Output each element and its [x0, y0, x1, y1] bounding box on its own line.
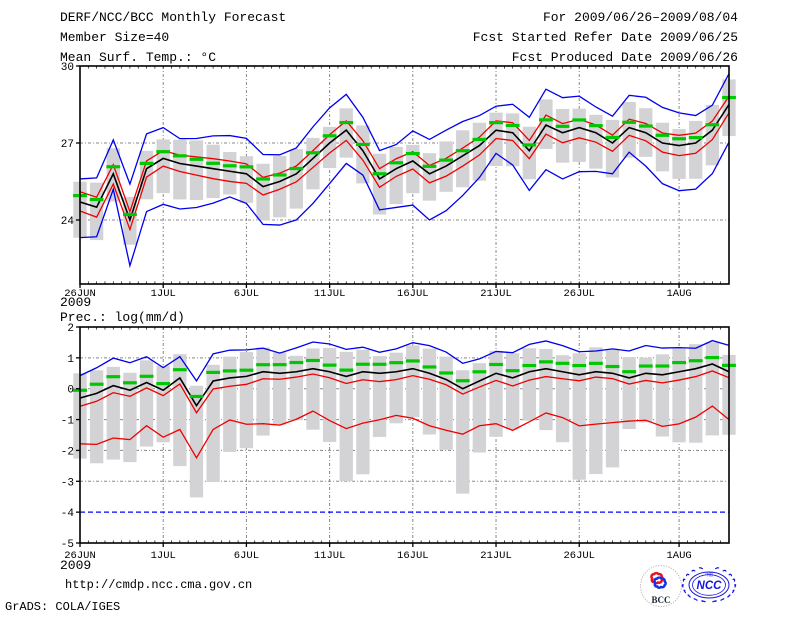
svg-text:NCC: NCC — [697, 580, 723, 592]
svg-text:BCC: BCC — [651, 595, 670, 605]
svg-text:中国: 中国 — [705, 572, 713, 577]
